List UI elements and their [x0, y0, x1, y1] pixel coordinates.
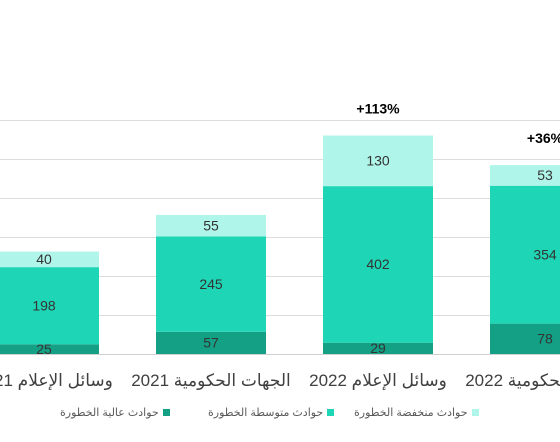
growth-annotation: +36%: [527, 130, 560, 146]
growth-annotation: +113%: [356, 100, 400, 116]
data-label: 245: [199, 276, 223, 292]
bar-segment-low: [156, 214, 266, 237]
legend-label-low: حوادث منخفضة الخطورة: [354, 406, 468, 419]
legend-label-high: حوادث عالية الخطورة: [60, 406, 159, 419]
legend-swatch-high: [162, 408, 170, 416]
legend-swatch-low: [471, 408, 479, 416]
bar-segment-low: [0, 251, 99, 268]
bar-segment-high: [156, 331, 266, 354]
bar-segment-high: [323, 342, 433, 354]
bar-segment-high: [0, 344, 99, 354]
data-label: 53: [537, 167, 553, 183]
data-label: 78: [537, 331, 553, 347]
legend-label-medium: حوادث متوسطة الخطورة: [208, 406, 324, 419]
data-label: 57: [203, 335, 219, 351]
bar-segment-high: [490, 323, 560, 354]
legend-item-low: حوادث منخفضة الخطورة: [354, 404, 479, 420]
legend-item-medium: حوادث متوسطة الخطورة: [208, 404, 335, 420]
legend: حوادث عالية الخطورة حوادث متوسطة الخطورة…: [0, 404, 560, 420]
data-label: 29: [370, 340, 386, 356]
bar-segment-medium: [490, 185, 560, 324]
data-label: 402: [366, 256, 390, 272]
legend-item-high: حوادث عالية الخطورة: [60, 404, 170, 420]
bar-segment-low: [323, 135, 433, 187]
data-label: 198: [32, 297, 56, 313]
category-label: وسائل الإعلام 2021: [0, 371, 113, 390]
legend-swatch-medium: [327, 408, 335, 416]
data-label: 130: [366, 153, 390, 169]
data-label: 354: [533, 246, 557, 262]
bar-segment-medium: [323, 186, 433, 343]
data-label: 55: [203, 217, 219, 233]
category-label: الجهات الحكومية 2021: [131, 371, 291, 391]
bar-segment-medium: [0, 267, 99, 345]
category-label: الجهات الحكومية 2022: [465, 371, 560, 391]
bar-segment-low: [490, 165, 560, 186]
data-label: 40: [36, 251, 52, 267]
bar-segment-medium: [156, 236, 266, 332]
category-label: وسائل الإعلام 2022: [309, 371, 447, 390]
data-label: 25: [36, 341, 52, 357]
